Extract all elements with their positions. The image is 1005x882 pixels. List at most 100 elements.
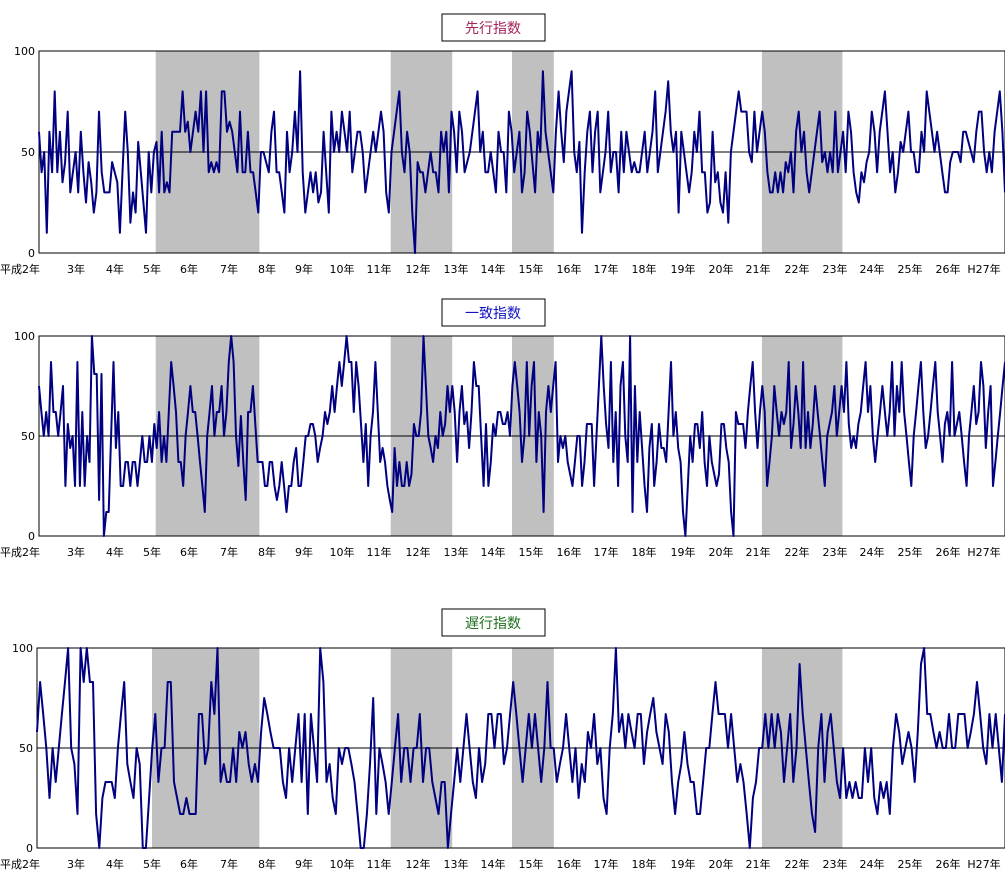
chart-title-box xyxy=(441,298,546,327)
x-tick-label: 11年 xyxy=(367,545,392,559)
leading-index-panel: 先行指数 0 50 100 平成2年 3年 4年 5年 6年 7年 8年 9年 10年 11年 12年 1… xyxy=(0,13,1005,276)
series-line xyxy=(38,70,1005,254)
x-tick-label: 17年 xyxy=(594,545,619,559)
x-tick-label: 5年 xyxy=(143,545,161,559)
x-axis-labels: 平成2年 3年 4年 5年 6年 7年 8年 9年 10年 11年 12年 13年 14年 15年 16年 1… xyxy=(0,262,1001,276)
x-tick-label: 7年 xyxy=(220,545,238,559)
chart-title-box xyxy=(441,13,546,42)
x-tick-label: 4年 xyxy=(106,857,124,871)
x-tick-label: 20年 xyxy=(709,857,734,871)
x-tick-label: 6年 xyxy=(180,545,198,559)
y-tick-label: 0 xyxy=(26,842,33,855)
x-tick-label: 18年 xyxy=(632,262,657,276)
x-tick-label: 16年 xyxy=(557,857,582,871)
chart-title: 先行指数 xyxy=(465,21,521,37)
x-tick-label: H27年 xyxy=(967,262,1000,276)
x-tick-label: 7年 xyxy=(220,262,238,276)
chart-title-box xyxy=(441,608,546,637)
x-tick-label: 3年 xyxy=(67,545,85,559)
x-tick-label: 15年 xyxy=(519,545,544,559)
x-tick-label: 9年 xyxy=(295,857,313,871)
x-tick-label: 20年 xyxy=(709,545,734,559)
x-tick-label: 6年 xyxy=(180,857,198,871)
x-tick-label: 10年 xyxy=(330,857,355,871)
y-tick-label: 100 xyxy=(14,45,35,58)
y-tick-label: 100 xyxy=(12,642,33,655)
x-tick-label: 26年 xyxy=(936,545,961,559)
x-tick-label: 22年 xyxy=(785,857,810,871)
x-tick-label: 4年 xyxy=(106,545,124,559)
x-tick-label: 14年 xyxy=(481,857,506,871)
x-tick-label: 25年 xyxy=(898,857,923,871)
x-tick-label: 20年 xyxy=(709,262,734,276)
x-tick-label: 19年 xyxy=(671,857,696,871)
x-tick-label: 16年 xyxy=(557,262,582,276)
x-tick-label: 9年 xyxy=(295,545,313,559)
x-tick-label: 8年 xyxy=(258,262,276,276)
x-tick-label: 5年 xyxy=(143,262,161,276)
x-tick-label: 26年 xyxy=(936,857,961,871)
x-tick-label: 23年 xyxy=(823,545,848,559)
x-tick-label: 23年 xyxy=(823,262,848,276)
x-tick-label: 23年 xyxy=(823,857,848,871)
x-tick-label: 15年 xyxy=(519,262,544,276)
x-tick-label: 24年 xyxy=(860,262,885,276)
x-tick-label: 21年 xyxy=(746,545,771,559)
y-axis-labels: 0 50 100 xyxy=(12,642,33,855)
x-tick-label: 11年 xyxy=(367,857,392,871)
y-tick-label: 50 xyxy=(21,146,35,159)
x-tick-label: 18年 xyxy=(632,545,657,559)
coincident-index-panel: 一致指数 0 50 100 平成2年 3年 4年 5年 6年 7年 8年 9年 10年 11年 12年 1… xyxy=(0,298,1005,559)
x-tick-label: 10年 xyxy=(330,545,355,559)
chart-title: 遅行指数 xyxy=(465,616,521,632)
series-line xyxy=(36,647,1005,849)
x-tick-label: 平成2年 xyxy=(0,857,40,871)
x-tick-label: 19年 xyxy=(671,262,696,276)
x-axis-labels: 平成2年 3年 4年 5年 6年 7年 8年 9年 10年 11年 12年 13年 14年 15年 16年 1… xyxy=(0,545,1001,559)
x-tick-label: H27年 xyxy=(967,545,1000,559)
x-tick-label: 平成2年 xyxy=(0,262,40,276)
x-tick-label: 24年 xyxy=(860,857,885,871)
x-tick-label: 7年 xyxy=(220,857,238,871)
x-tick-label: 14年 xyxy=(481,545,506,559)
x-tick-label: 12年 xyxy=(406,857,431,871)
x-tick-label: 18年 xyxy=(632,857,657,871)
x-tick-label: 14年 xyxy=(481,262,506,276)
x-tick-label: 8年 xyxy=(258,545,276,559)
x-tick-label: 13年 xyxy=(444,545,469,559)
x-tick-label: 4年 xyxy=(106,262,124,276)
y-axis-labels: 0 50 100 xyxy=(14,330,35,543)
x-tick-label: 25年 xyxy=(898,262,923,276)
x-tick-label: 26年 xyxy=(936,262,961,276)
x-tick-label: 13年 xyxy=(444,262,469,276)
y-tick-label: 50 xyxy=(21,430,35,443)
y-axis-labels: 0 50 100 xyxy=(14,45,35,260)
x-tick-label: 9年 xyxy=(295,262,313,276)
x-tick-label: 24年 xyxy=(860,545,885,559)
x-tick-label: 11年 xyxy=(367,262,392,276)
x-axis-labels: 平成2年 3年 4年 5年 6年 7年 8年 9年 10年 11年 12年 13年 14年 15年 16年 1… xyxy=(0,857,1001,871)
x-tick-label: 19年 xyxy=(671,545,696,559)
x-tick-label: 12年 xyxy=(406,545,431,559)
y-tick-label: 0 xyxy=(28,247,35,260)
x-tick-label: 12年 xyxy=(406,262,431,276)
x-tick-label: 3年 xyxy=(67,262,85,276)
x-tick-label: 15年 xyxy=(519,857,544,871)
x-tick-label: 8年 xyxy=(258,857,276,871)
x-tick-label: 3年 xyxy=(67,857,85,871)
x-tick-label: 21年 xyxy=(746,262,771,276)
x-tick-label: 17年 xyxy=(594,857,619,871)
x-tick-label: 5年 xyxy=(143,857,161,871)
x-tick-label: 22年 xyxy=(785,262,810,276)
x-tick-label: 10年 xyxy=(330,262,355,276)
lagging-index-panel: 遅行指数 0 50 100 平成2年 3年 4年 5年 6年 7年 8年 9年 10年 11年 12年 1… xyxy=(0,608,1005,871)
x-tick-label: H27年 xyxy=(967,857,1000,871)
y-tick-label: 0 xyxy=(28,530,35,543)
x-tick-label: 平成2年 xyxy=(0,545,40,559)
x-tick-label: 21年 xyxy=(746,857,771,871)
x-tick-label: 6年 xyxy=(180,262,198,276)
x-tick-label: 22年 xyxy=(785,545,810,559)
x-tick-label: 17年 xyxy=(594,262,619,276)
y-tick-label: 50 xyxy=(19,742,33,755)
